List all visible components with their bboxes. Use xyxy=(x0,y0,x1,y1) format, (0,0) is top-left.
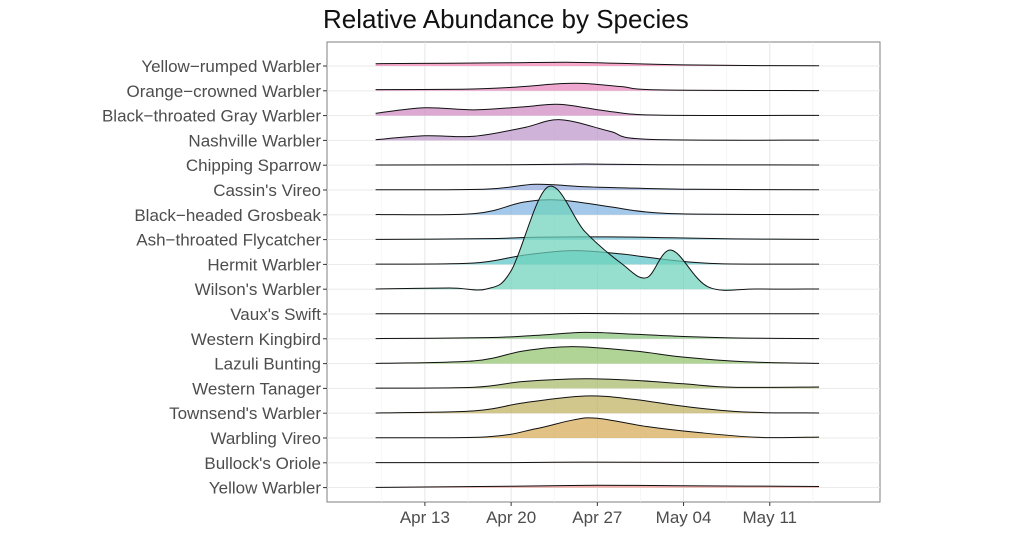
y-tick-label: Yellow Warbler xyxy=(209,479,321,498)
y-tick-label: Yellow−rumped Warbler xyxy=(141,57,321,76)
ridge-outline xyxy=(375,199,820,216)
ridge-outline xyxy=(375,163,820,166)
ridge-outline xyxy=(375,417,820,439)
ridge-black-throated-gray-warbler xyxy=(375,103,820,116)
ridge-fill xyxy=(375,184,820,190)
ridge-outline xyxy=(375,346,820,364)
ridge-warbling-vireo xyxy=(375,417,820,439)
x-tick-label: May 04 xyxy=(656,508,712,527)
ridge-outline xyxy=(375,395,820,414)
ridge-yellow-warbler xyxy=(375,484,820,488)
ridge-chipping-sparrow xyxy=(375,163,820,166)
ridge-fill xyxy=(375,485,820,488)
ridge-outline xyxy=(375,183,820,191)
ridge-black-headed-grosbeak xyxy=(375,199,820,216)
y-tick-label: Western Kingbird xyxy=(191,330,321,349)
ridge-outline xyxy=(375,61,820,67)
ridge-cassin-s-vireo xyxy=(375,183,820,191)
x-tick-label: May 11 xyxy=(743,508,798,527)
x-tick-label: Apr 20 xyxy=(486,508,536,527)
ridge-townsend-s-warbler xyxy=(375,395,820,414)
y-tick-label: Wilson's Warbler xyxy=(195,280,322,299)
y-tick-label: Ash−throated Flycatcher xyxy=(136,231,321,250)
ridge-ash-throated-flycatcher xyxy=(375,236,820,240)
ridge-western-tanager xyxy=(375,378,820,389)
chart-title: Relative Abundance by Species xyxy=(323,4,689,34)
ridge-yellow-rumped-warbler xyxy=(375,61,820,67)
y-tick-label: Cassin's Vireo xyxy=(213,181,321,200)
ridge-wilson-s-warbler xyxy=(375,185,820,291)
ridge-fill xyxy=(375,332,820,339)
ridge-outline xyxy=(375,331,820,340)
ridge-western-kingbird xyxy=(375,331,820,340)
ridge-outline xyxy=(375,461,820,464)
y-tick-label: Western Tanager xyxy=(192,379,321,398)
y-tick-label: Orange−crowned Warbler xyxy=(127,82,322,101)
y-tick-label: Black−throated Gray Warbler xyxy=(102,107,321,126)
y-tick-label: Nashville Warbler xyxy=(188,131,321,150)
x-tick-label: Apr 27 xyxy=(572,508,622,527)
ridge-bullock-s-oriole xyxy=(375,461,820,464)
y-tick-label: Bullock's Oriole xyxy=(204,454,321,473)
ridge-fill xyxy=(375,186,820,291)
y-tick-label: Black−headed Grosbeak xyxy=(134,206,321,225)
ridge-outline xyxy=(375,484,820,488)
ridge-fill xyxy=(375,346,820,364)
ridge-outline xyxy=(375,185,820,291)
ridge-lazuli-bunting xyxy=(375,346,820,364)
ridge-outline xyxy=(375,82,820,92)
y-tick-label: Warbling Vireo xyxy=(210,429,321,448)
ridge-outline xyxy=(375,378,820,389)
ridge-fill xyxy=(375,199,820,215)
ridge-outline xyxy=(375,236,820,240)
y-tick-label: Vaux's Swift xyxy=(230,305,321,324)
y-tick-label: Lazuli Bunting xyxy=(214,355,321,374)
ridge-fill xyxy=(375,395,820,414)
y-tick-label: Chipping Sparrow xyxy=(186,156,322,175)
ridge-nashville-warbler xyxy=(375,119,820,141)
ridge-orange-crowned-warbler xyxy=(375,82,820,92)
ridge-outline xyxy=(375,103,820,116)
y-tick-label: Townsend's Warbler xyxy=(169,404,321,423)
ridge-fill xyxy=(375,417,820,438)
x-tick-label: Apr 13 xyxy=(400,508,450,527)
y-tick-label: Hermit Warbler xyxy=(207,255,321,274)
ridge-outline xyxy=(375,119,820,141)
